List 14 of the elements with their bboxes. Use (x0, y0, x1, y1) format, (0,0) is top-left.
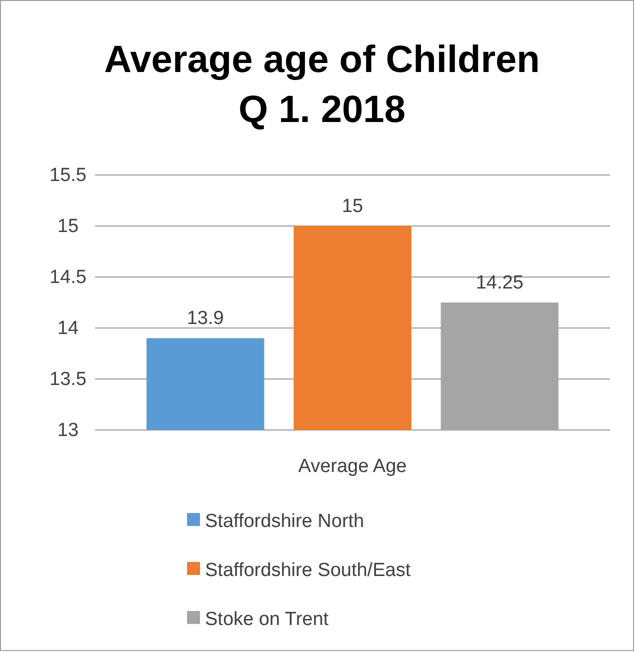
chart-title: Average age of Children Q 1. 2018 (104, 39, 540, 131)
data-label: 14.25 (476, 272, 524, 294)
legend-label: Stoke on Trent (205, 609, 330, 630)
data-label: 15 (342, 196, 364, 217)
data-label: 13.9 (186, 308, 224, 330)
legend-label: Staffordshire North (205, 511, 364, 532)
x-tick-label: Average Age (298, 456, 407, 477)
y-tick-label: 15 (57, 216, 79, 237)
legend-label: Staffordshire South/East (205, 560, 412, 581)
y-tick-label: 13 (57, 420, 79, 441)
y-tick-label: 15.5 (50, 165, 86, 186)
y-tick-label: 14.5 (50, 267, 86, 288)
y-tick-label: 14 (57, 318, 79, 339)
y-tick-label: 13.5 (50, 369, 86, 390)
